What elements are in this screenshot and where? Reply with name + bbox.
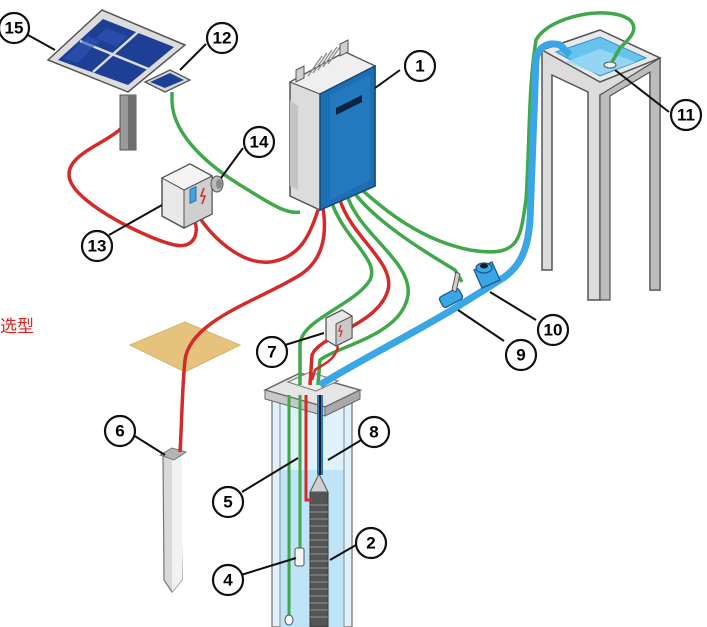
callout-15-text: 15 xyxy=(5,19,24,38)
controller-to-well-red xyxy=(308,199,391,386)
callout-5-text: 5 xyxy=(223,493,232,512)
submersible-pump xyxy=(309,472,329,627)
callout-leaders xyxy=(27,34,670,576)
callout-4: 4 xyxy=(211,563,245,597)
callout-9-text: 9 xyxy=(516,346,525,365)
callout-4-text: 4 xyxy=(223,571,233,590)
callout-9: 9 xyxy=(504,338,538,372)
solar-panel xyxy=(46,9,187,151)
callout-13: 13 xyxy=(80,229,114,263)
callout-5: 5 xyxy=(211,485,245,519)
callout-10: 10 xyxy=(536,313,570,347)
callout-13-text: 13 xyxy=(88,237,107,256)
callout-12-text: 12 xyxy=(213,29,232,48)
callout-8: 8 xyxy=(357,415,391,449)
callout-7-text: 7 xyxy=(267,343,276,362)
controller-to-well-green-2 xyxy=(316,197,410,386)
callout-2: 2 xyxy=(354,526,388,560)
callout-6-text: 6 xyxy=(115,422,124,441)
callout-15: 15 xyxy=(0,11,31,45)
callout-7: 7 xyxy=(255,335,289,369)
water-tank-stand xyxy=(540,29,662,301)
level-sensor xyxy=(294,547,305,567)
ground-patch xyxy=(128,321,242,373)
callout-14-text: 14 xyxy=(250,133,269,152)
side-label: 选型 xyxy=(0,317,34,337)
callout-1-text: 1 xyxy=(415,57,424,76)
ground-cable xyxy=(178,207,327,453)
pump-power-cable-well xyxy=(304,395,312,502)
callout-14: 14 xyxy=(242,125,276,159)
grounding-rod xyxy=(158,447,188,594)
water-pipe xyxy=(318,40,573,388)
pressure-switch-box xyxy=(325,309,353,347)
check-valve xyxy=(438,271,464,309)
pump-controller xyxy=(288,39,377,212)
dc-switch-box xyxy=(160,163,224,229)
irradiance-sensor-cable xyxy=(170,92,301,215)
callout-11: 11 xyxy=(669,98,703,132)
low-level-sensor xyxy=(284,614,294,626)
controller-to-tank-cable xyxy=(360,11,636,254)
pressure-switch-cable xyxy=(310,345,340,381)
callout-6: 6 xyxy=(103,414,137,448)
callout-1: 1 xyxy=(403,49,437,83)
callout-10-text: 10 xyxy=(544,321,563,340)
controller-to-flowmeter-cable xyxy=(354,193,464,283)
irradiance-sensor xyxy=(143,69,192,93)
callout-11-text: 11 xyxy=(677,106,695,125)
callout-12: 12 xyxy=(205,21,239,55)
solar-power-cable xyxy=(67,105,198,248)
callout-8-text: 8 xyxy=(369,423,378,442)
switch-to-controller-cable xyxy=(196,209,320,264)
controller-to-well-green-1 xyxy=(298,202,374,385)
callout-2-text: 2 xyxy=(366,534,375,553)
flow-meter xyxy=(473,261,501,289)
